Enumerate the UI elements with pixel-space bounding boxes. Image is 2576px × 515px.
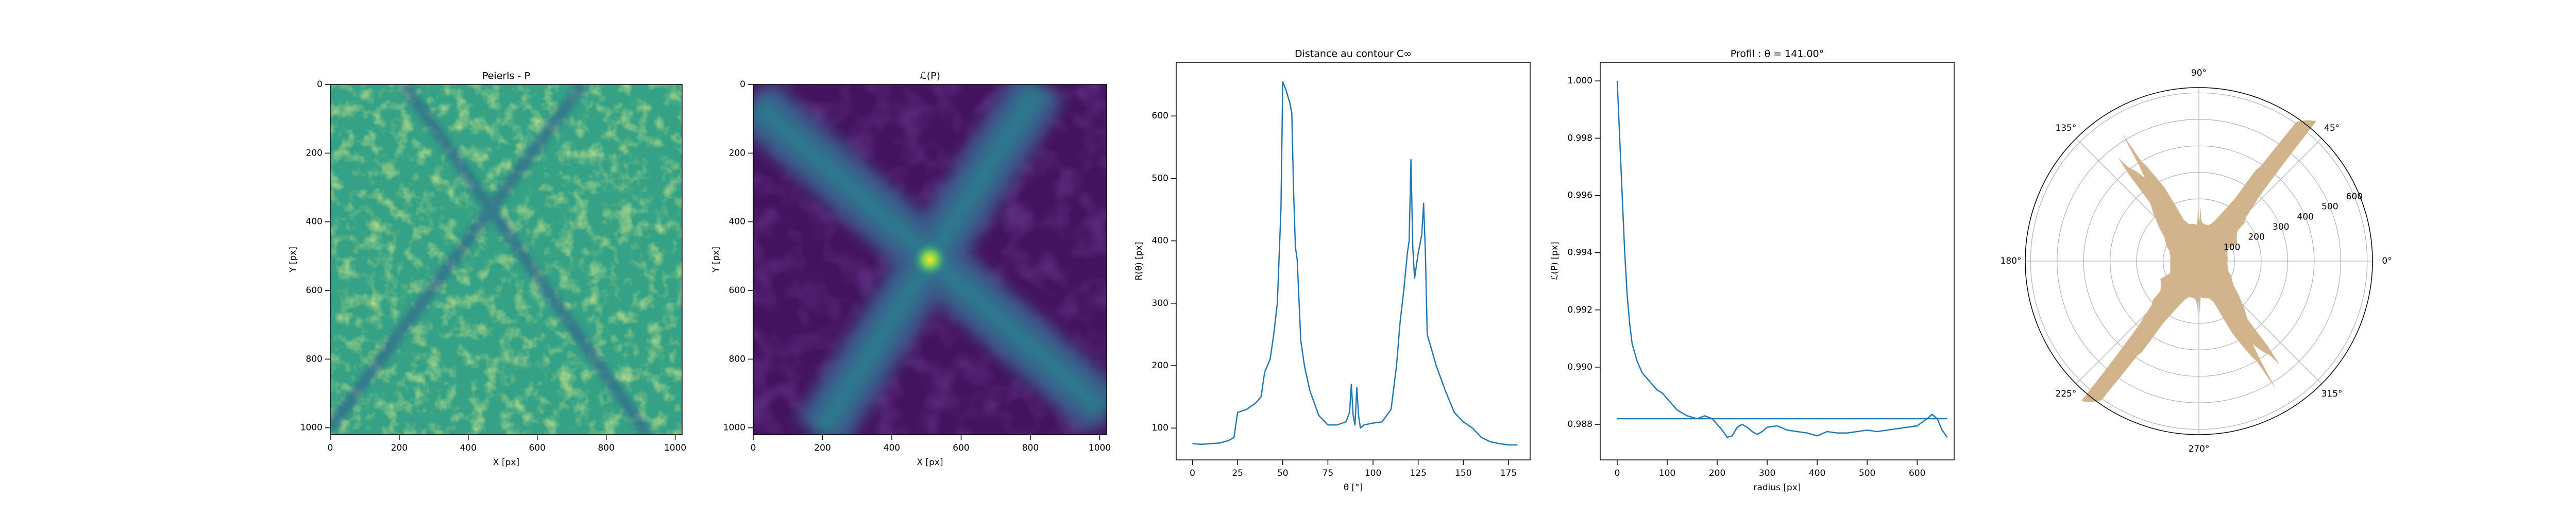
y-tick-label: 600: [306, 285, 323, 296]
y-tick-label: 1000: [723, 423, 745, 433]
x-tick-label: 100: [1659, 468, 1675, 478]
y-tick-label: 0.996: [1567, 190, 1592, 200]
x-tick-label: 0: [328, 443, 333, 453]
x-tick-label: 125: [1410, 468, 1426, 478]
y-tick-label: 0.988: [1567, 419, 1592, 430]
y-tick-label: 400: [729, 217, 745, 227]
y-tick-label: 500: [1152, 173, 1168, 183]
x-tick-label: 0: [751, 443, 756, 453]
y-tick-label: 0.998: [1567, 133, 1592, 143]
theta-tick-label: 270°: [2189, 444, 2210, 454]
x-tick-label: 400: [1809, 468, 1825, 478]
r-tick-label: 100: [2224, 242, 2240, 252]
x-axis-label: X [px]: [493, 457, 519, 468]
x-tick-label: 100: [1365, 468, 1381, 478]
axes-frame: [330, 84, 683, 435]
y-axis-label: Y [px]: [711, 247, 721, 273]
x-axis-label: X [px]: [917, 457, 943, 468]
axes-frame: [1600, 62, 1955, 460]
axes-frame: [1176, 62, 1531, 460]
r-tick-label: 300: [2273, 222, 2289, 232]
y-tick-label: 300: [1152, 298, 1168, 308]
data-line: [1616, 81, 1948, 438]
x-tick-label: 400: [884, 443, 900, 453]
x-tick-label: 300: [1759, 468, 1775, 478]
polar-fill: [2081, 120, 2317, 402]
x-tick-label: 175: [1500, 468, 1517, 478]
theta-tick-label: 180°: [2001, 256, 2022, 266]
x-tick-label: 800: [1022, 443, 1039, 453]
y-tick-label: 200: [1152, 360, 1168, 371]
x-axis-label: radius [px]: [1753, 483, 1801, 493]
axes-frame: [753, 84, 1107, 435]
y-tick-label: 1000: [300, 423, 323, 433]
x-tick-label: 0: [1615, 468, 1620, 478]
data-line: [1192, 81, 1518, 446]
x-tick-label: 25: [1232, 468, 1243, 478]
polar-frame: [2025, 87, 2373, 435]
y-tick-label: 0.994: [1567, 248, 1592, 258]
y-axis-label: R(θ) [px]: [1134, 242, 1144, 281]
x-tick-label: 200: [391, 443, 408, 453]
x-tick-label: 500: [1859, 468, 1875, 478]
x-tick-label: 800: [598, 443, 614, 453]
chart-title: ℒ(P): [920, 71, 940, 82]
theta-tick-label: 315°: [2321, 389, 2343, 399]
theta-tick-label: 0°: [2382, 256, 2392, 266]
y-axis-label: ℒ(P) [px]: [1550, 242, 1560, 280]
y-tick-label: 400: [1152, 236, 1168, 246]
x-tick-label: 50: [1277, 468, 1289, 478]
x-tick-label: 75: [1323, 468, 1334, 478]
r-tick-label: 400: [2297, 212, 2314, 222]
y-tick-label: 0: [317, 79, 323, 90]
chart-title: Peierls - P: [482, 71, 530, 82]
r-tick-label: 200: [2248, 232, 2264, 243]
x-tick-label: 1000: [1089, 443, 1111, 453]
r-tick-label: 600: [2346, 192, 2363, 202]
y-tick-label: 800: [306, 354, 323, 364]
y-tick-label: 1.000: [1567, 76, 1592, 86]
y-tick-label: 0: [740, 79, 745, 90]
y-tick-label: 200: [306, 148, 323, 158]
x-tick-label: 200: [814, 443, 831, 453]
y-tick-label: 0.990: [1567, 362, 1592, 372]
chart-title: Profil : θ = 141.00°: [1731, 48, 1824, 60]
chart-title: Distance au contour C∞: [1295, 48, 1412, 60]
y-tick-label: 0.992: [1567, 305, 1592, 315]
x-tick-label: 200: [1709, 468, 1725, 478]
x-tick-label: 0: [1190, 468, 1195, 478]
heatmap-image: [753, 84, 1107, 435]
theta-tick-label: 135°: [2055, 123, 2076, 133]
theta-tick-label: 45°: [2324, 123, 2340, 133]
y-tick-label: 600: [1152, 111, 1168, 121]
y-tick-label: 400: [306, 217, 323, 227]
x-axis-label: θ [°]: [1344, 483, 1363, 493]
y-axis-label: Y [px]: [288, 247, 298, 273]
theta-tick-label: 90°: [2191, 68, 2207, 78]
x-tick-label: 600: [953, 443, 969, 453]
heatmap-image: [330, 84, 682, 435]
y-tick-label: 200: [729, 148, 745, 158]
x-tick-label: 150: [1455, 468, 1471, 478]
y-tick-label: 100: [1152, 423, 1168, 433]
y-tick-label: 800: [729, 354, 745, 364]
theta-tick-label: 225°: [2055, 389, 2076, 399]
r-tick-label: 500: [2321, 202, 2338, 212]
y-tick-label: 600: [729, 285, 745, 296]
x-tick-label: 1000: [664, 443, 686, 453]
x-tick-label: 600: [529, 443, 546, 453]
x-tick-label: 600: [1909, 468, 1925, 478]
x-tick-label: 400: [460, 443, 477, 453]
